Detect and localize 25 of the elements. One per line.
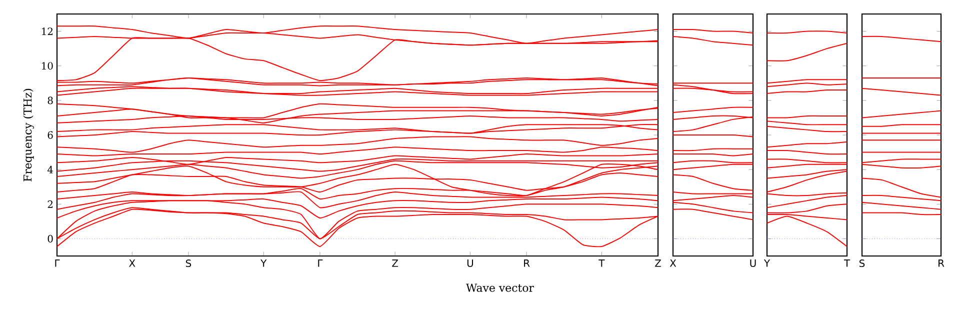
x-axis-title: Wave vector [466, 284, 534, 292]
x-tick-label: Y [764, 260, 770, 267]
y-tick-label: 12 [42, 28, 52, 35]
y-tick-label: 6 [48, 131, 53, 139]
x-tick-label: Z [392, 260, 398, 267]
x-tick-label: R [938, 260, 944, 267]
x-tick-label: X [670, 260, 676, 267]
x-tick-label: S [186, 260, 192, 268]
y-tick-label: 4 [47, 166, 53, 174]
x-tick-label: T [598, 260, 605, 267]
y-tick-label: 10 [42, 62, 53, 70]
x-tick-label: Z [655, 260, 661, 267]
x-tick-label: T [844, 260, 850, 267]
y-tick-label: 0 [48, 234, 53, 242]
x-tick-label: X [129, 260, 136, 267]
x-tick-label: Γ [318, 260, 323, 267]
y-tick-label: 2 [48, 200, 52, 208]
x-tick-label: Y [260, 260, 267, 267]
y-axis-title: Frequency (THz) [23, 88, 34, 182]
x-tick-label: S [860, 260, 865, 268]
y-tick-label: 8 [48, 96, 53, 104]
x-tick-label: U [750, 260, 756, 267]
x-tick-label: Γ [55, 260, 60, 267]
x-tick-label: U [467, 260, 473, 267]
x-tick-label: R [524, 260, 530, 267]
